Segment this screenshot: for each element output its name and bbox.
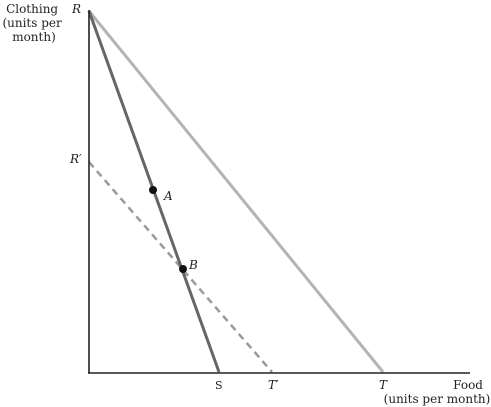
budget-line-r-t <box>87 10 385 373</box>
x-axis-title-line-1: Food <box>453 378 483 392</box>
y-axis-title-line-2: (units per <box>2 16 62 30</box>
label-r: R <box>71 2 81 16</box>
label-r-prime: R′ <box>69 152 82 166</box>
point-a <box>149 186 157 194</box>
label-t: T <box>379 378 388 392</box>
y-axis-title: Clothing (units per month) <box>2 2 65 44</box>
label-a: A <box>163 189 173 203</box>
x-axis-title-line-2: (units per month) <box>384 392 491 406</box>
y-axis-title-line-1: Clothing <box>6 2 58 16</box>
x-axis-title: Food (units per month) <box>384 378 491 406</box>
y-axis-title-line-3: month) <box>12 30 56 44</box>
label-s: S <box>215 379 223 392</box>
point-b <box>179 265 187 273</box>
budget-line-rprime-tprime <box>88 161 273 373</box>
label-t-prime: T′ <box>268 378 279 392</box>
label-b: B <box>188 258 198 272</box>
